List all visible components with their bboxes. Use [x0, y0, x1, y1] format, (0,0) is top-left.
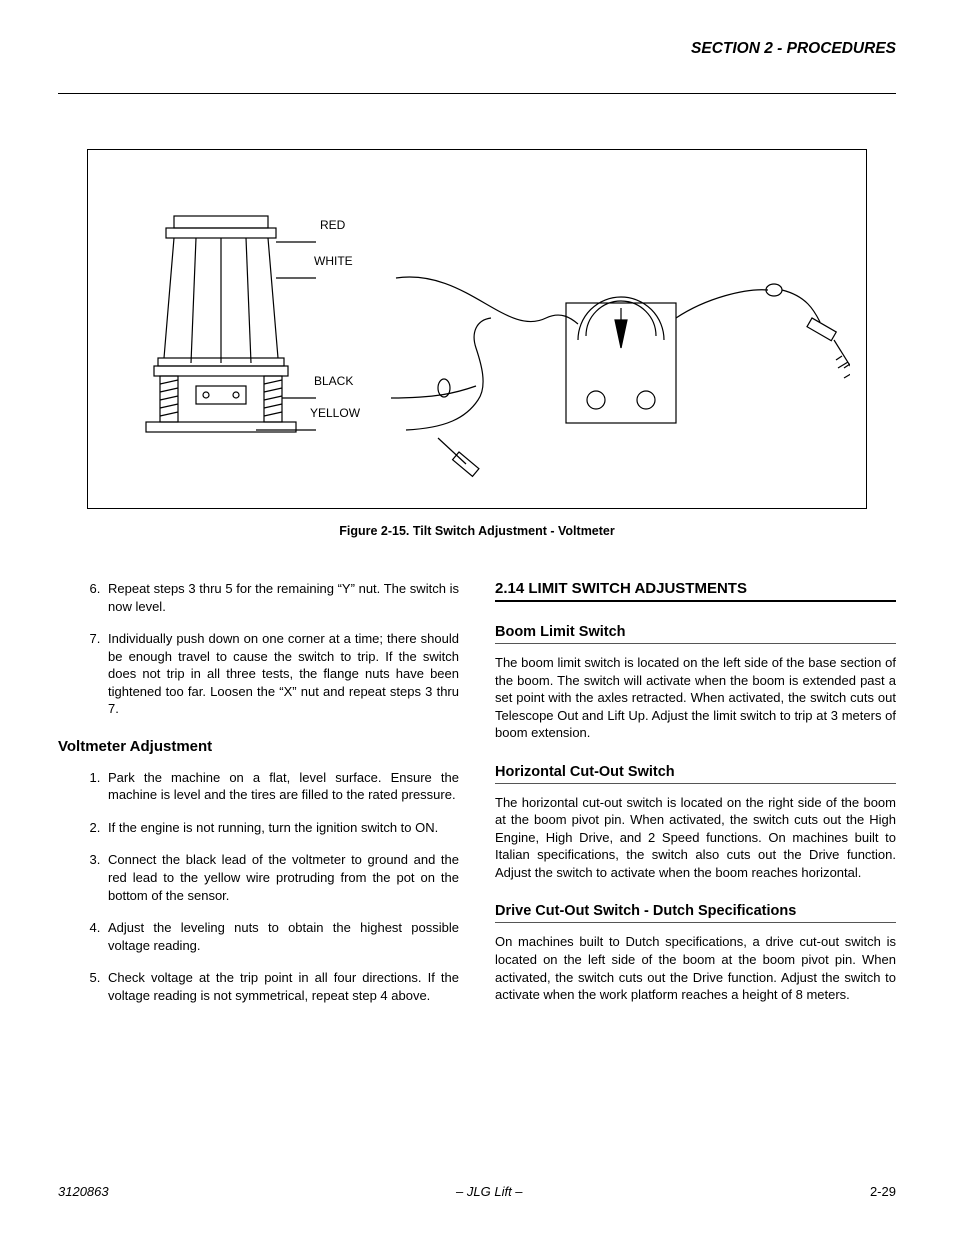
topic-body: The horizontal cut-out switch is located…	[495, 794, 896, 882]
figure-caption: Figure 2-15. Tilt Switch Adjustment - Vo…	[58, 524, 896, 538]
doc-number: 3120863	[58, 1184, 109, 1199]
right-column: 2.14 LIMIT SWITCH ADJUSTMENTS Boom Limit…	[495, 580, 896, 1026]
list-item: Adjust the leveling nuts to obtain the h…	[104, 919, 459, 954]
label-yellow: YELLOW	[310, 406, 360, 420]
voltmeter-steps-list: Park the machine on a flat, level surfac…	[58, 769, 459, 1004]
list-item: Connect the black lead of the voltmeter …	[104, 851, 459, 904]
list-item: Repeat steps 3 thru 5 for the remaining …	[104, 580, 459, 615]
footer-center: – JLG Lift –	[456, 1184, 522, 1199]
label-red: RED	[320, 218, 345, 232]
two-column-layout: Repeat steps 3 thru 5 for the remaining …	[58, 580, 896, 1026]
section-title-2-14: 2.14 LIMIT SWITCH ADJUSTMENTS	[495, 580, 896, 602]
topic-heading: Boom Limit Switch	[495, 624, 896, 644]
figure-box: RED WHITE BLACK YELLOW	[87, 149, 867, 509]
label-black: BLACK	[314, 374, 353, 388]
page-footer: 3120863 – JLG Lift – 2-29	[58, 1184, 896, 1199]
topic-heading: Horizontal Cut-Out Switch	[495, 764, 896, 784]
tilt-switch-diagram	[106, 168, 850, 492]
header-rule	[58, 93, 896, 94]
topic-heading: Drive Cut-Out Switch - Dutch Specificati…	[495, 903, 896, 923]
section-header: SECTION 2 - PROCEDURES	[58, 40, 896, 58]
list-item: Park the machine on a flat, level surfac…	[104, 769, 459, 804]
continued-steps-list: Repeat steps 3 thru 5 for the remaining …	[58, 580, 459, 718]
topic-body: On machines built to Dutch specification…	[495, 933, 896, 1003]
topic-body: The boom limit switch is located on the …	[495, 654, 896, 742]
page-number: 2-29	[870, 1184, 896, 1199]
subheading-voltmeter: Voltmeter Adjustment	[58, 738, 459, 755]
list-item: If the engine is not running, turn the i…	[104, 819, 459, 837]
list-item: Individually push down on one corner at …	[104, 630, 459, 718]
label-white: WHITE	[314, 254, 353, 268]
left-column: Repeat steps 3 thru 5 for the remaining …	[58, 580, 459, 1026]
list-item: Check voltage at the trip point in all f…	[104, 969, 459, 1004]
